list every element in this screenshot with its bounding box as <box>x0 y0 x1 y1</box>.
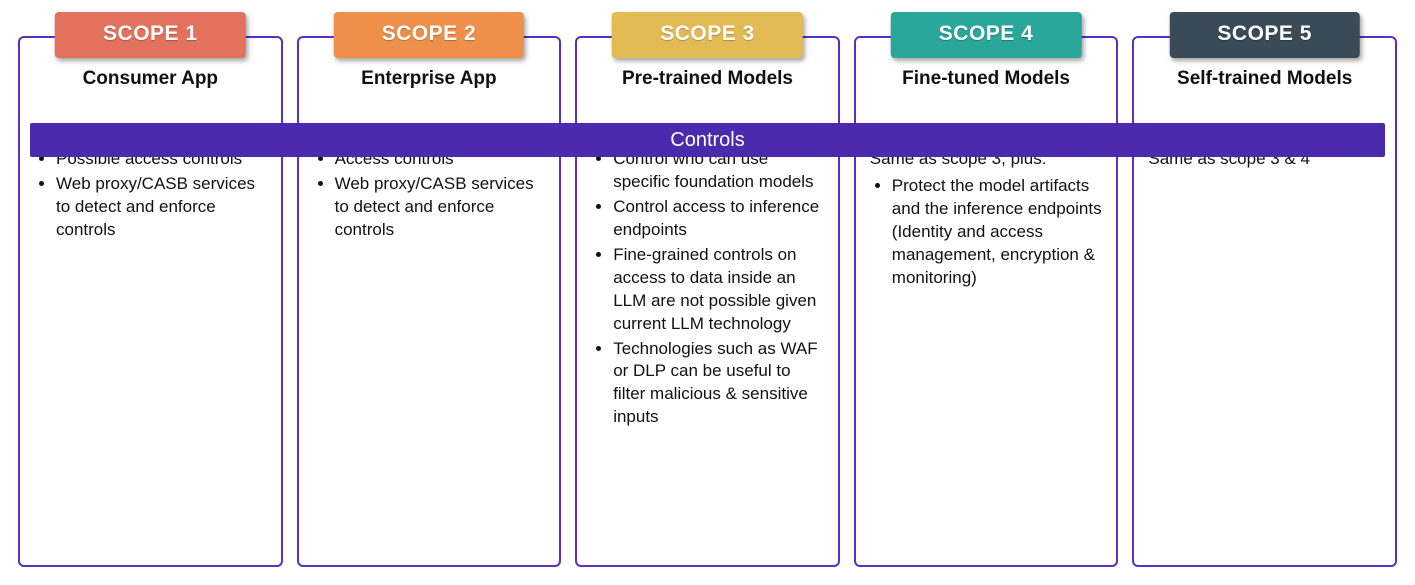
scope-badge: SCOPE 2 <box>334 12 525 58</box>
scope-column: SCOPE 1 Consumer App Possible access con… <box>18 10 283 567</box>
scope-badge: SCOPE 1 <box>55 12 246 58</box>
scope-box: Fine-tuned Models Same as scope 3, plus:… <box>854 36 1119 567</box>
scope-box: Pre-trained Models Control who can use s… <box>575 36 840 567</box>
bullet-item: Web proxy/CASB services to detect and en… <box>56 173 267 242</box>
scope-subtitle: Consumer App <box>20 68 281 90</box>
bullet-item: Technologies such as WAF or DLP can be u… <box>613 338 824 430</box>
scope-box: Self-trained Models Same as scope 3 & 4 <box>1132 36 1397 567</box>
bullet-item: Protect the model artifacts and the infe… <box>892 175 1103 290</box>
scope-badge: SCOPE 5 <box>1169 12 1360 58</box>
scope-columns: SCOPE 1 Consumer App Possible access con… <box>18 10 1397 567</box>
scope-column: SCOPE 5 Self-trained Models Same as scop… <box>1132 10 1397 567</box>
scope-box: Enterprise App Access controlsWeb proxy/… <box>297 36 562 567</box>
bullet-item: Fine-grained controls on access to data … <box>613 244 824 336</box>
bullet-item: Control access to inference endpoints <box>613 196 824 242</box>
scope-badge: SCOPE 3 <box>612 12 803 58</box>
scope-column: SCOPE 2 Enterprise App Access controlsWe… <box>297 10 562 567</box>
scope-column: SCOPE 4 Fine-tuned Models Same as scope … <box>854 10 1119 567</box>
bullet-list: Possible access controlsWeb proxy/CASB s… <box>34 148 267 242</box>
controls-bar: Controls <box>30 123 1385 157</box>
bullet-item: Web proxy/CASB services to detect and en… <box>335 173 546 242</box>
bullet-list: Control who can use specific foundation … <box>591 148 824 429</box>
scope-subtitle: Fine-tuned Models <box>856 68 1117 90</box>
scope-subtitle: Enterprise App <box>299 68 560 90</box>
bullet-list: Access controlsWeb proxy/CASB services t… <box>313 148 546 242</box>
scope-badge: SCOPE 4 <box>891 12 1082 58</box>
scope-box: Consumer App Possible access controlsWeb… <box>18 36 283 567</box>
bullet-list: Protect the model artifacts and the infe… <box>870 175 1103 290</box>
scope-subtitle: Pre-trained Models <box>577 68 838 90</box>
scope-subtitle: Self-trained Models <box>1134 68 1395 90</box>
scope-column: SCOPE 3 Pre-trained Models Control who c… <box>575 10 840 567</box>
